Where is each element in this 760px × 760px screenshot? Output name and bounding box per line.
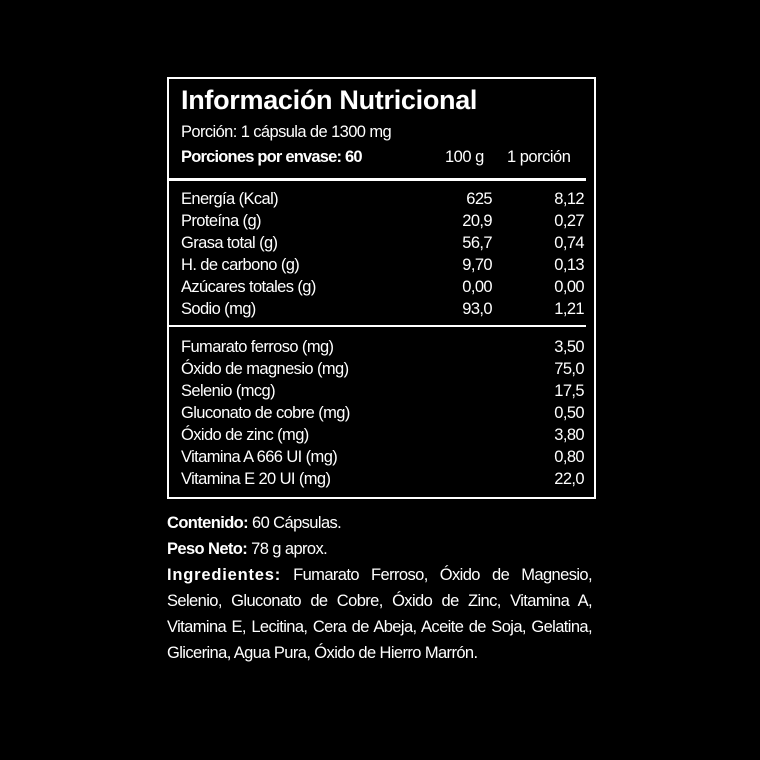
content-value: 60 Cápsulas. (248, 514, 342, 532)
value-per-100g: 20,9 (462, 212, 492, 230)
panel-title: Información Nutricional (181, 85, 478, 115)
value-per-portion: 0,74 (554, 234, 584, 252)
nutrient-row: Proteína (g) 20,9 0,27 (181, 210, 585, 232)
nutrient-name: Vitamina E 20 UI (mg) (181, 470, 331, 488)
nutrient-row: Vitamina E 20 UI (mg) 22,0 (181, 468, 585, 490)
nutrient-name: Energía (Kcal) (181, 190, 279, 208)
weight-value: 78 g aprox. (247, 540, 328, 558)
thick-divider (169, 178, 586, 181)
value-per-portion: 1,21 (554, 300, 584, 318)
nutrient-row: Óxido de magnesio (mg) 75,0 (181, 358, 585, 380)
value-per-100g: 93,0 (462, 300, 492, 318)
nutrient-row: Sodio (mg) 93,0 1,21 (181, 298, 585, 320)
nutrient-row: H. de carbono (g) 9,70 0,13 (181, 254, 585, 276)
portion-size: Porción: 1 cápsula de 1300 mg (181, 123, 392, 141)
content-label: Contenido: (167, 514, 249, 532)
divider (169, 325, 586, 327)
content-line: Contenido: 60 Cápsulas. (167, 510, 592, 536)
nutrient-row: Fumarato ferroso (mg) 3,50 (181, 336, 585, 358)
weight-label: Peso Neto: (167, 540, 248, 558)
value-per-portion: 3,50 (554, 338, 584, 356)
value-per-portion: 22,0 (554, 470, 584, 488)
nutrient-name: Selenio (mcg) (181, 382, 276, 400)
nutrition-facts-panel: Información Nutricional Porción: 1 cápsu… (167, 77, 596, 499)
value-per-portion: 8,12 (554, 190, 584, 208)
nutrient-name: Gluconato de cobre (mg) (181, 404, 350, 422)
value-per-portion: 3,80 (554, 426, 584, 444)
nutrient-row: Grasa total (g) 56,7 0,74 (181, 232, 585, 254)
value-per-100g: 625 (466, 190, 492, 208)
ingredients: Ingredientes: Fumarato Ferroso, Óxido de… (167, 562, 593, 666)
nutrient-row: Energía (Kcal) 625 8,12 (181, 188, 585, 210)
value-per-portion: 75,0 (554, 360, 584, 378)
nutrient-name: Vitamina A 666 UI (mg) (181, 448, 338, 466)
nutrient-name: Proteína (g) (181, 212, 262, 230)
value-per-portion: 0,50 (554, 404, 584, 422)
column-header-100g: 100 g (445, 148, 484, 166)
nutrient-row: Óxido de zinc (mg) 3,80 (181, 424, 585, 446)
value-per-portion: 0,27 (554, 212, 584, 230)
nutrient-row: Gluconato de cobre (mg) 0,50 (181, 402, 585, 424)
nutrient-name: Óxido de zinc (mg) (181, 426, 309, 444)
nutrient-name: Fumarato ferroso (mg) (181, 338, 334, 356)
ingredients-value: Fumarato Ferroso, Óxido de Magnesio, Sel… (167, 566, 593, 662)
servings-per-container: Porciones por envase: 60 (181, 148, 363, 166)
nutrient-name: Azúcares totales (g) (181, 278, 316, 296)
nutrient-name: Grasa total (g) (181, 234, 278, 252)
nutrient-row: Vitamina A 666 UI (mg) 0,80 (181, 446, 585, 468)
nutrient-name: Sodio (mg) (181, 300, 256, 318)
micro-nutrients-list: Fumarato ferroso (mg) 3,50 Óxido de magnes… (181, 336, 585, 490)
nutrient-name: Óxido de magnesio (mg) (181, 360, 349, 378)
weight-line: Peso Neto: 78 g aprox. (167, 536, 592, 562)
value-per-portion: 0,00 (554, 278, 584, 296)
value-per-portion: 17,5 (554, 382, 584, 400)
value-per-100g: 9,70 (462, 256, 492, 274)
value-per-100g: 56,7 (462, 234, 492, 252)
value-per-portion: 0,13 (554, 256, 584, 274)
nutrient-row: Azúcares totales (g) 0,00 0,00 (181, 276, 585, 298)
nutrient-name: H. de carbono (g) (181, 256, 300, 274)
ingredients-label: Ingredientes: (167, 566, 282, 584)
column-header-portion: 1 porción (507, 148, 571, 166)
product-info: Contenido: 60 Cápsulas. Peso Neto: 78 g … (167, 510, 593, 666)
macro-nutrients-list: Energía (Kcal) 625 8,12 Proteína (g) 20,9 0,2… (181, 188, 585, 320)
value-per-100g: 0,00 (462, 278, 492, 296)
nutrient-row: Selenio (mcg) 17,5 (181, 380, 585, 402)
value-per-portion: 0,80 (554, 448, 584, 466)
